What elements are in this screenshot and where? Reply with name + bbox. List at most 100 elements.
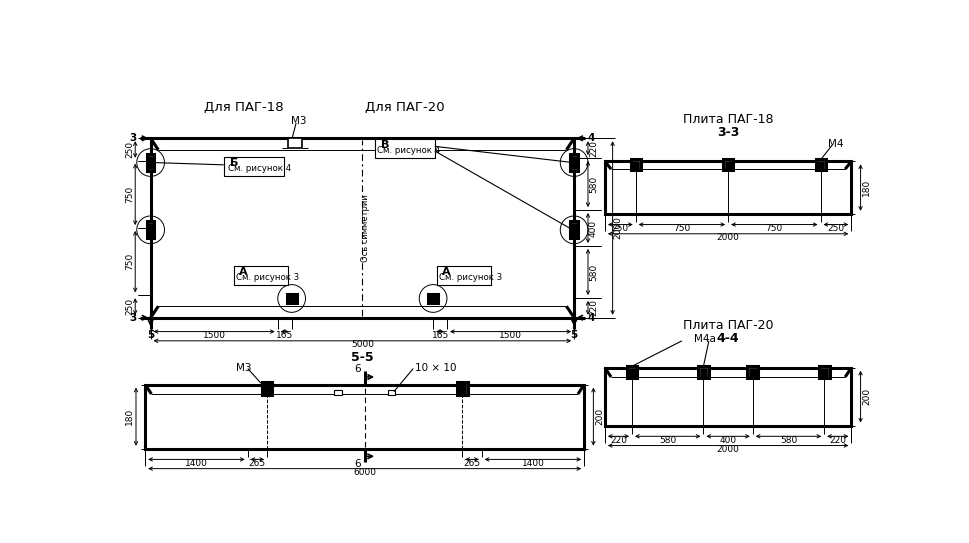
Text: 4: 4 [587, 134, 595, 143]
Text: 5: 5 [570, 330, 578, 340]
Text: 3: 3 [130, 134, 137, 143]
Bar [815, 159, 825, 170]
Bar [570, 154, 578, 171]
Text: Для ПАГ-20: Для ПАГ-20 [364, 101, 444, 114]
Bar [150, 138, 574, 318]
Bar [146, 222, 154, 238]
Text: 2000: 2000 [716, 233, 738, 242]
Text: 165: 165 [431, 331, 449, 340]
Text: 5: 5 [147, 330, 154, 340]
Text: 1500: 1500 [499, 331, 521, 340]
Bar [699, 368, 706, 377]
Bar [262, 382, 272, 395]
Text: Для ПАГ-18: Для ПАГ-18 [203, 101, 283, 114]
Text: 265: 265 [248, 459, 266, 468]
Bar [427, 294, 438, 302]
Bar [429, 295, 436, 301]
Text: См. рисунок 4: См. рисунок 4 [377, 147, 440, 155]
Bar [148, 156, 153, 169]
Bar [628, 368, 636, 377]
Bar [630, 159, 641, 170]
Text: 1400: 1400 [521, 459, 544, 468]
Text: 220: 220 [828, 435, 845, 445]
Text: 265: 265 [463, 459, 480, 468]
Text: 250: 250 [827, 224, 844, 233]
Text: М3: М3 [291, 116, 306, 127]
Text: 2000: 2000 [612, 217, 622, 239]
Bar [148, 223, 153, 237]
Text: 220: 220 [610, 435, 626, 445]
Text: 4: 4 [587, 313, 595, 323]
Bar [698, 366, 708, 378]
Text: 750: 750 [125, 253, 134, 270]
Bar [436, 266, 490, 285]
Bar [632, 161, 639, 169]
Bar [456, 382, 467, 395]
Bar [816, 161, 823, 169]
Bar [388, 390, 395, 395]
Bar [818, 366, 828, 378]
Bar [605, 368, 851, 426]
Text: А: А [238, 267, 247, 276]
Bar [748, 368, 756, 377]
Text: 400: 400 [588, 219, 597, 237]
Text: 580: 580 [588, 263, 597, 281]
Bar [626, 366, 637, 378]
Text: В: В [381, 140, 389, 150]
Bar [722, 159, 733, 170]
Bar [288, 138, 301, 148]
Text: 3: 3 [130, 313, 137, 323]
Text: 1500: 1500 [203, 331, 226, 340]
Text: М4: М4 [828, 140, 843, 149]
Text: См. рисунок 3: См. рисунок 3 [439, 273, 502, 282]
Text: М3: М3 [235, 363, 251, 373]
Text: См. рисунок 3: См. рисунок 3 [236, 273, 299, 282]
Bar [145, 384, 583, 449]
Text: 165: 165 [276, 331, 293, 340]
Text: М4а: М4а [694, 334, 715, 344]
Text: 3-3: 3-3 [716, 125, 738, 138]
Text: 200: 200 [594, 408, 604, 425]
Bar [374, 139, 434, 159]
Text: 200: 200 [861, 388, 870, 405]
Bar [458, 383, 466, 394]
Bar [820, 368, 828, 377]
Text: 750: 750 [125, 186, 134, 203]
Text: 4-4: 4-4 [716, 332, 738, 345]
Text: 750: 750 [672, 224, 690, 233]
Text: 180: 180 [125, 408, 134, 425]
Text: 580: 580 [659, 435, 675, 445]
Bar [570, 222, 578, 238]
Bar [288, 295, 296, 301]
Bar [605, 161, 851, 214]
Bar [724, 161, 731, 169]
Text: 580: 580 [779, 435, 797, 445]
Text: Ось симметрии: Ось симметрии [360, 194, 369, 262]
Text: 5-5: 5-5 [351, 351, 373, 364]
Bar [146, 154, 154, 171]
Bar [224, 157, 284, 176]
Text: 250: 250 [125, 141, 134, 158]
Text: См. рисунок 4: См. рисунок 4 [228, 164, 291, 173]
Bar [571, 156, 577, 169]
Bar [234, 266, 288, 285]
Text: 6: 6 [354, 364, 360, 374]
Text: 1400: 1400 [185, 459, 207, 468]
Text: 10 × 10: 10 × 10 [415, 363, 455, 373]
Text: Б: Б [230, 157, 238, 168]
Bar [263, 383, 270, 394]
Text: 250: 250 [125, 298, 134, 315]
Text: Плита ПАГ-18: Плита ПАГ-18 [682, 112, 772, 125]
Text: 180: 180 [861, 179, 870, 196]
Text: 220: 220 [588, 299, 597, 317]
Bar [571, 223, 577, 237]
Text: 400: 400 [719, 435, 735, 445]
Text: 250: 250 [611, 224, 628, 233]
Text: 750: 750 [765, 224, 782, 233]
Text: 2000: 2000 [716, 445, 738, 454]
Text: 6000: 6000 [353, 468, 376, 477]
Bar [287, 294, 297, 302]
Text: 220: 220 [588, 140, 597, 157]
Bar [333, 390, 341, 395]
Text: 580: 580 [588, 175, 597, 193]
